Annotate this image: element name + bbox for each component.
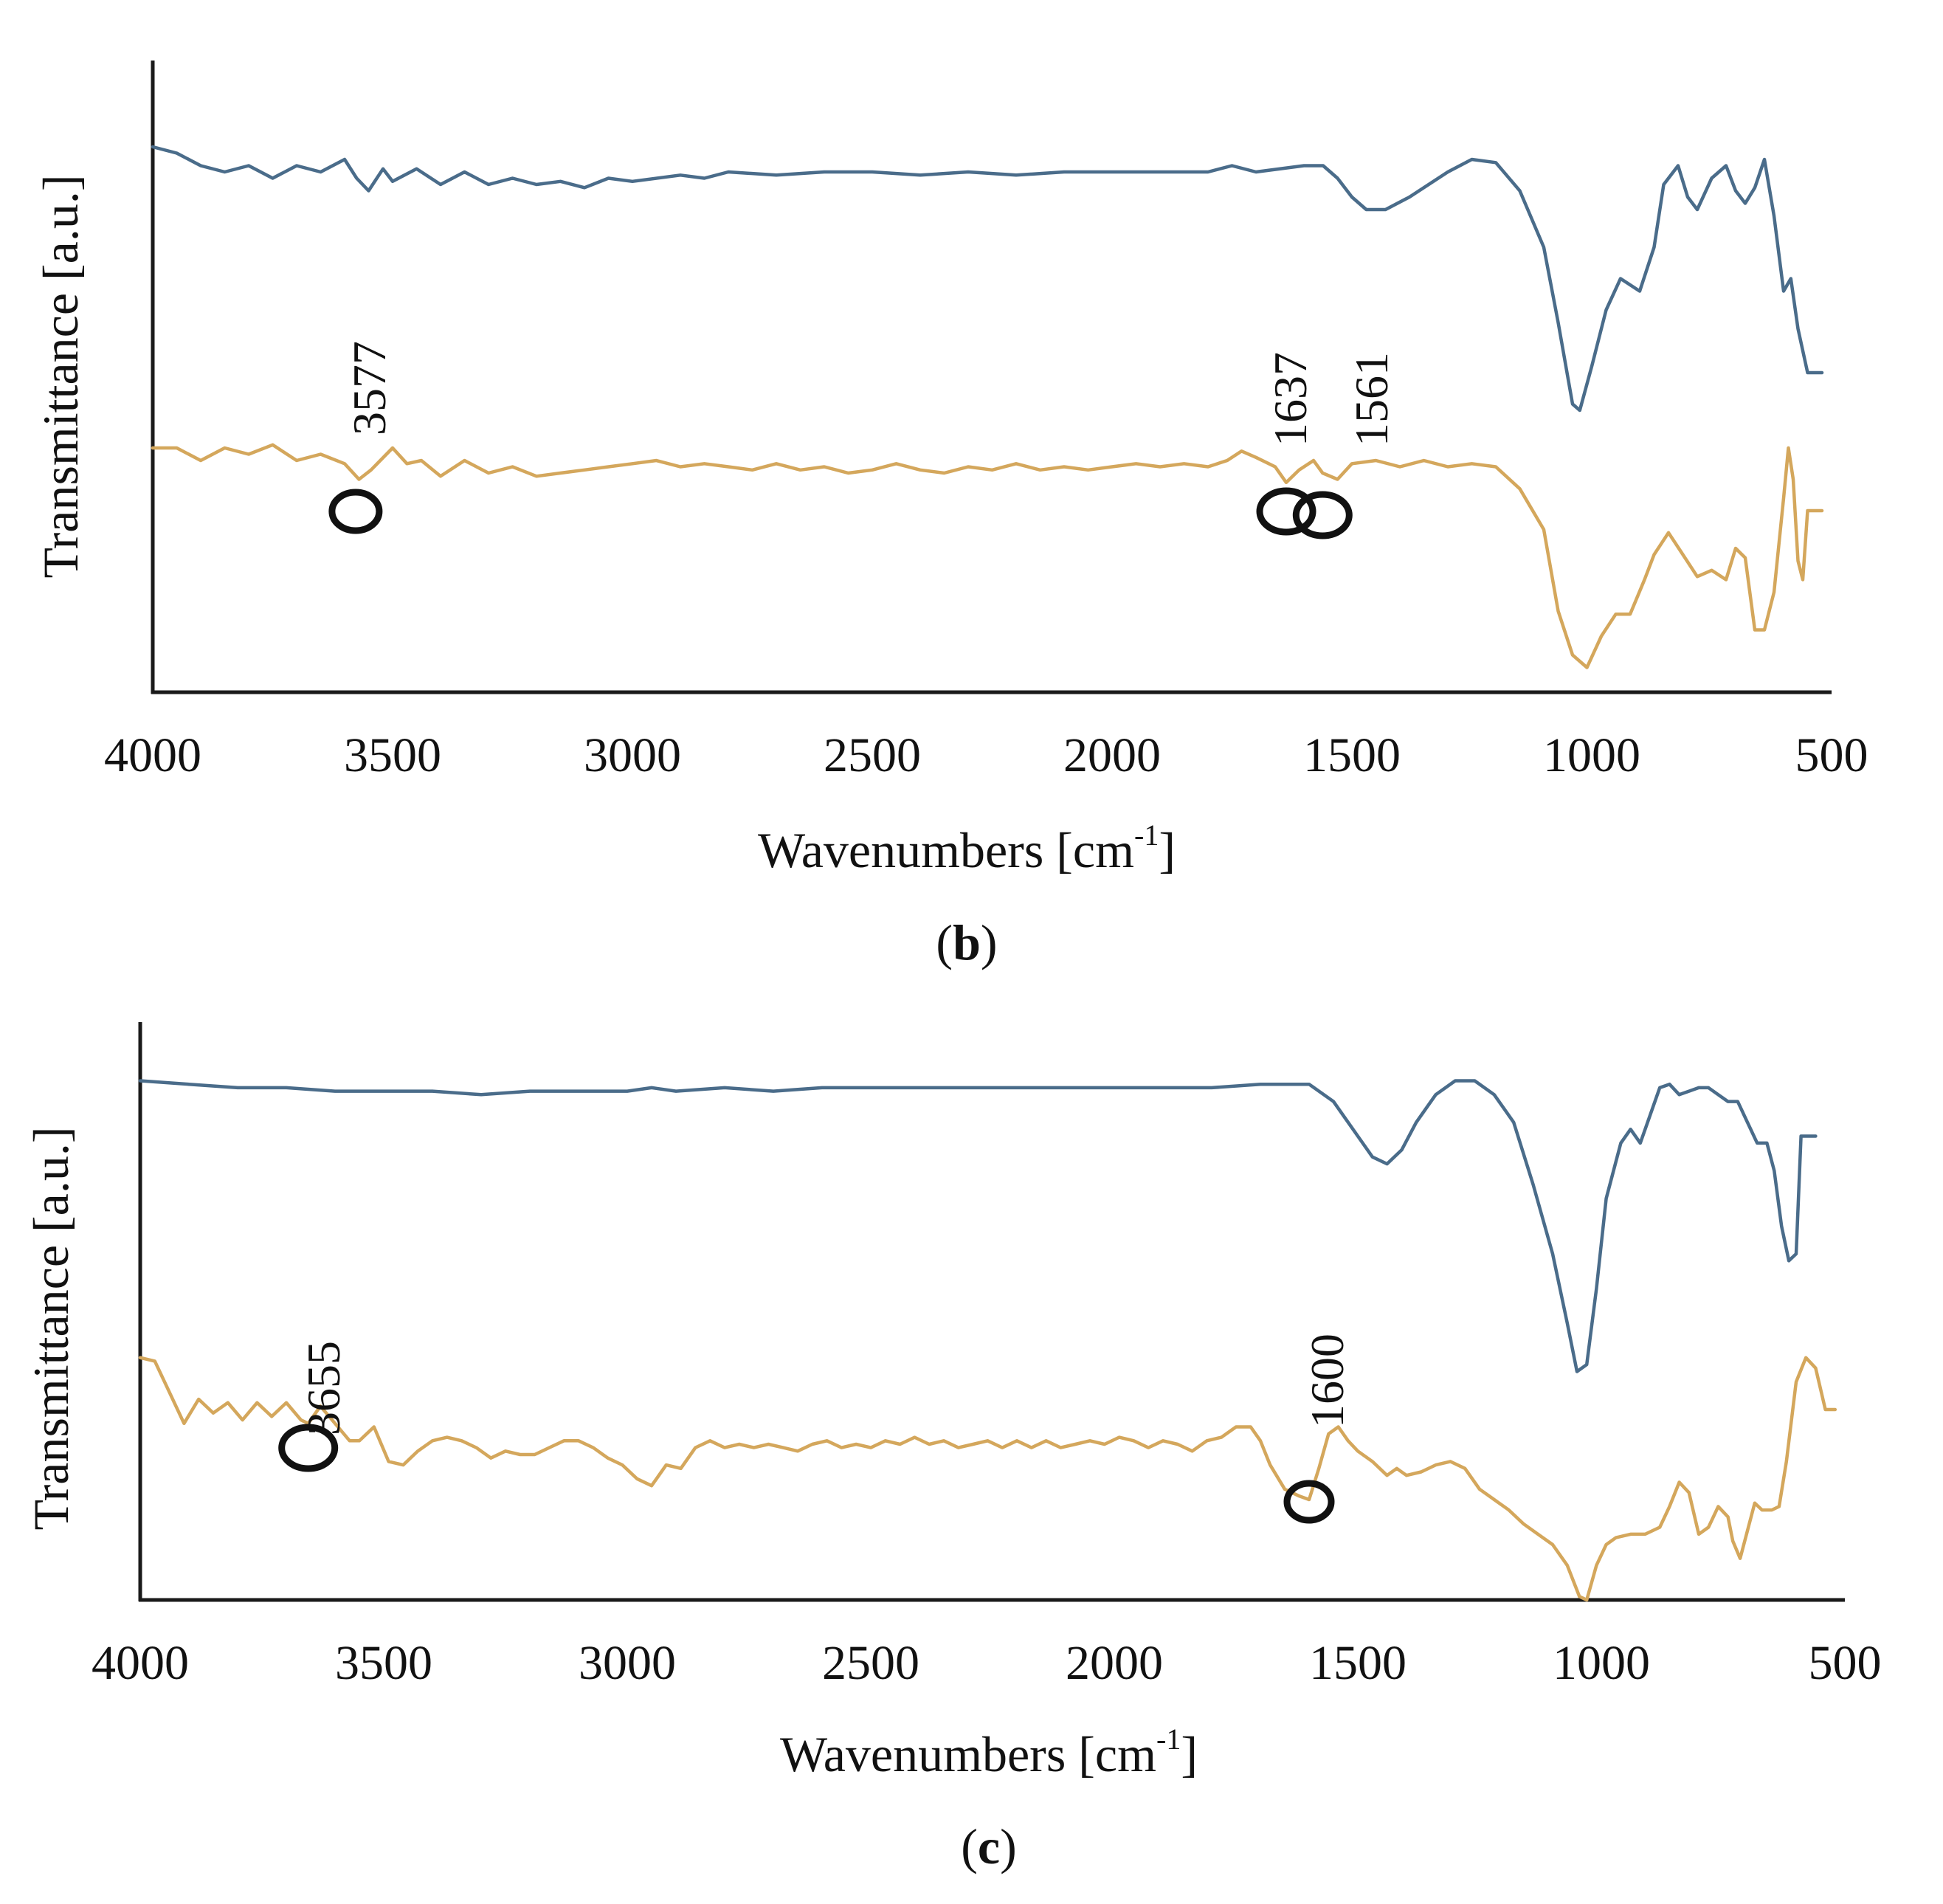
x-tick-label: 500 [1795, 728, 1868, 782]
series-line-upper [138, 1079, 1818, 1373]
peak-label: 3577 [343, 341, 396, 435]
x-axis-title: Wavenumbers [cm-1] [758, 818, 1176, 878]
peak-label: 3655 [297, 1341, 350, 1435]
panel-caption: (b) [936, 914, 997, 970]
x-tick-label: 1000 [1553, 1636, 1650, 1690]
y-axis-title: Transmittance [a.u.] [32, 174, 89, 578]
peak-label: 1600 [1301, 1334, 1353, 1428]
x-tick-label: 4000 [92, 1636, 189, 1690]
series-line-upper [151, 145, 1824, 413]
x-tick-label: 2500 [822, 1636, 919, 1690]
peak-label: 1561 [1345, 352, 1398, 446]
peak-marker-circle [1292, 491, 1353, 539]
x-tick-label: 1000 [1543, 728, 1640, 782]
x-axis-title: Wavenumbers [cm-1] [780, 1722, 1198, 1782]
peak-annotations: 3577 1637 1561 [328, 341, 1398, 539]
x-tick-labels: 4000 3500 3000 2500 2000 1500 1000 500 [104, 728, 1868, 782]
x-tick-label: 2000 [1063, 728, 1161, 782]
x-tick-label: 4000 [104, 728, 201, 782]
peak-marker-circle [1283, 1480, 1335, 1524]
x-tick-label: 2500 [824, 728, 921, 782]
x-tick-label: 1500 [1303, 728, 1401, 782]
x-tick-labels: 4000 3500 3000 2500 2000 1500 1000 500 [92, 1636, 1882, 1690]
chart-panel-b: Transmittance [a.u.] 4000 3500 3000 2500… [32, 61, 1868, 970]
x-tick-label: 500 [1809, 1636, 1882, 1690]
x-tick-label: 3500 [344, 728, 441, 782]
peak-annotations: 3655 1600 [278, 1334, 1353, 1524]
panel-caption: (c) [961, 1818, 1017, 1874]
peak-marker-circle [278, 1424, 339, 1472]
peak-label: 1637 [1264, 352, 1316, 446]
peak-marker-circle [1256, 487, 1316, 536]
y-axis-title: Transmittance [a.u.] [23, 1126, 79, 1530]
chart-panel-c: Transmittance [a.u.] 4000 3500 3000 2500… [23, 1022, 1882, 1874]
series-line-lower [151, 443, 1824, 669]
x-tick-label: 3000 [584, 728, 681, 782]
x-tick-label: 3000 [579, 1636, 676, 1690]
x-tick-label: 2000 [1066, 1636, 1163, 1690]
x-tick-label: 1500 [1309, 1636, 1407, 1690]
peak-marker-circle [328, 489, 383, 534]
series-line-lower [138, 1356, 1837, 1602]
x-tick-label: 3500 [335, 1636, 432, 1690]
